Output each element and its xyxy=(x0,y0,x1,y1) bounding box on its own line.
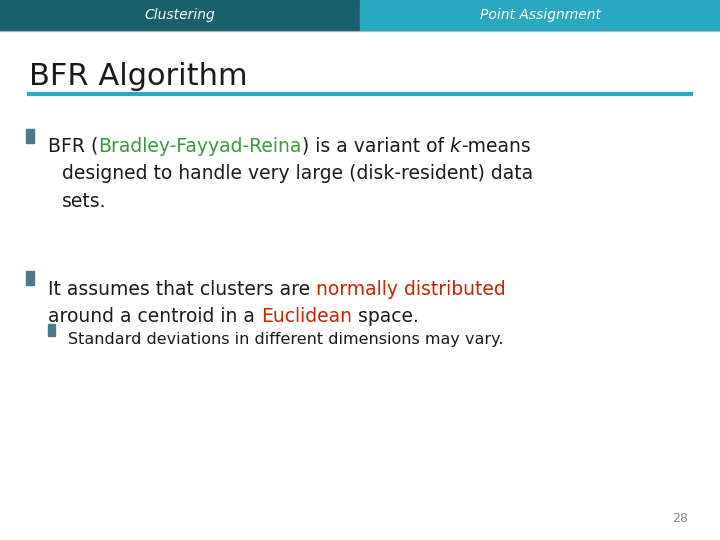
Text: 28: 28 xyxy=(672,512,688,525)
Text: k: k xyxy=(450,137,461,156)
Text: Point Assignment: Point Assignment xyxy=(480,8,600,22)
Text: sets.: sets. xyxy=(62,192,107,211)
Text: space.: space. xyxy=(352,307,419,326)
Text: Euclidean: Euclidean xyxy=(261,307,352,326)
Text: BFR Algorithm: BFR Algorithm xyxy=(29,62,248,91)
Text: around a centroid in a: around a centroid in a xyxy=(48,307,261,326)
Text: ) is a variant of: ) is a variant of xyxy=(302,137,450,156)
Text: Clustering: Clustering xyxy=(145,8,215,22)
Text: Bradley-Fayyad-Reina: Bradley-Fayyad-Reina xyxy=(99,137,302,156)
Text: designed to handle very large (disk-resident) data: designed to handle very large (disk-resi… xyxy=(62,164,533,183)
Text: -means: -means xyxy=(461,137,531,156)
Text: normally distributed: normally distributed xyxy=(316,280,506,299)
Text: It assumes that clusters are: It assumes that clusters are xyxy=(48,280,316,299)
Text: BFR (: BFR ( xyxy=(48,137,99,156)
Text: Standard deviations in different dimensions may vary.: Standard deviations in different dimensi… xyxy=(68,332,503,347)
